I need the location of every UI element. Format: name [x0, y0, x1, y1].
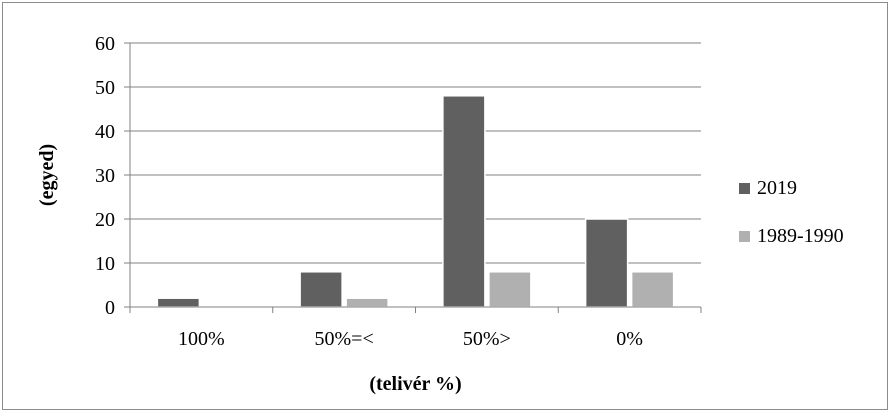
axes: [129, 43, 701, 308]
x-tick-label: 0%: [616, 328, 643, 350]
y-tick-label: 10: [95, 253, 115, 275]
x-axis-title: (telivér %): [369, 373, 461, 395]
legend-swatch-1989-1990: [739, 231, 750, 242]
y-tick-label: 0: [105, 297, 115, 319]
chart-frame: 0 10 20 30 40 50 60 100% 50%=< 50%> 0% (telivér %…: [2, 2, 888, 410]
bar-2019-50%=<: [299, 271, 343, 308]
bar-1989-1990-50%=<: [345, 297, 389, 308]
y-axis-title: (egyed): [36, 144, 58, 206]
x-tick-labels: 100% 50%=< 50%> 0%: [178, 328, 643, 350]
bar-1989-1990-0%: [630, 271, 675, 308]
x-tick-label: 50%>: [463, 328, 511, 350]
y-tick-labels: 0 10 20 30 40 50 60: [95, 33, 115, 319]
y-tick-label: 20: [95, 209, 115, 231]
bar-chart: 0 10 20 30 40 50 60 100% 50%=< 50%> 0% (telivér %…: [36, 33, 844, 395]
bar-2019-0%: [584, 218, 629, 308]
legend-swatch-2019: [739, 183, 750, 194]
y-tick-label: 40: [95, 121, 115, 143]
y-tick-label: 30: [95, 165, 115, 187]
bar-2019-50%>: [442, 95, 486, 308]
x-tick-label: 50%=<: [315, 328, 374, 350]
legend: 2019 1989-1990: [739, 177, 844, 247]
y-tick-label: 50: [95, 77, 115, 99]
bar-1989-1990-50%>: [488, 271, 532, 308]
bars: [156, 95, 675, 308]
x-tick-label: 100%: [178, 328, 225, 350]
bar-2019-100%: [156, 297, 201, 308]
y-tick-label: 60: [95, 33, 115, 55]
legend-label: 2019: [757, 177, 797, 199]
legend-label: 1989-1990: [757, 225, 844, 247]
